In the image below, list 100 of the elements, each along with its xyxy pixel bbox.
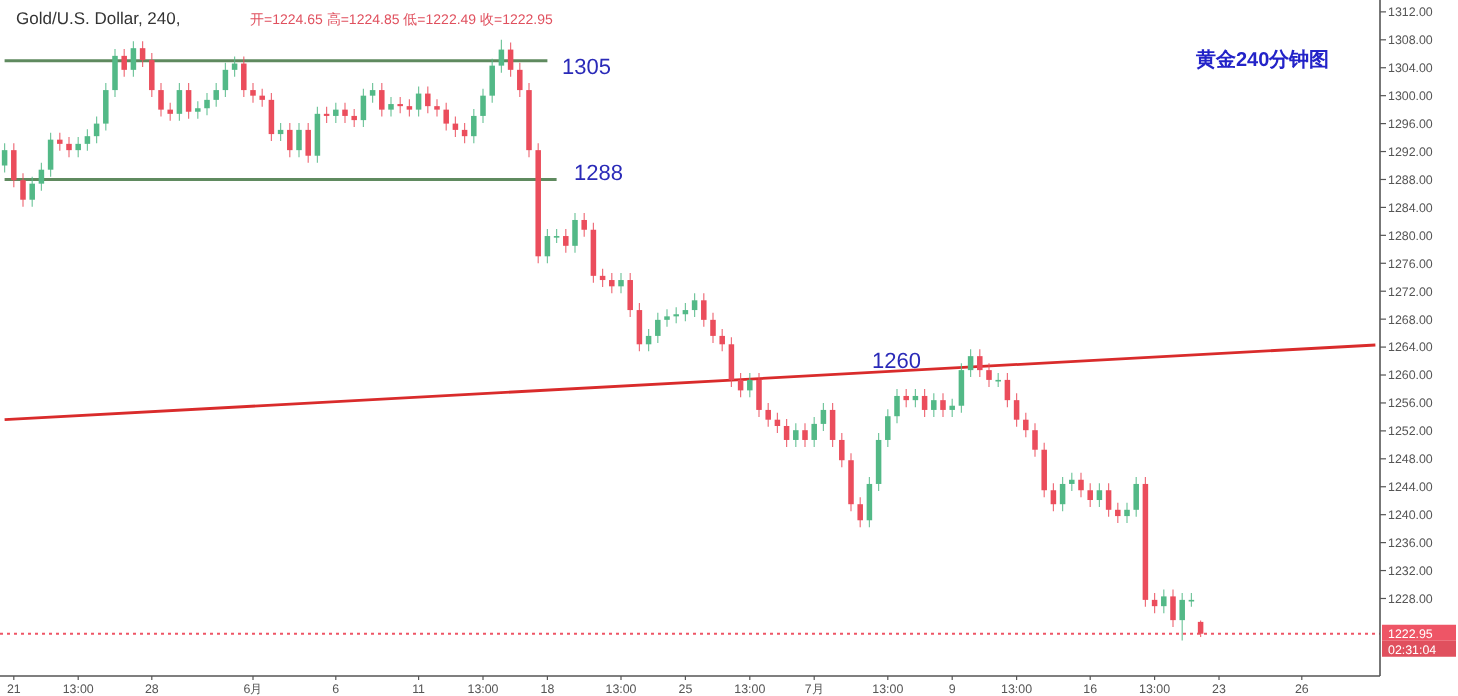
candlestick xyxy=(379,82,385,118)
candlestick xyxy=(1096,482,1103,508)
candlestick xyxy=(1133,476,1139,518)
candlestick xyxy=(618,272,624,294)
candlestick xyxy=(958,362,965,414)
candlestick xyxy=(1013,392,1020,428)
candlestick xyxy=(636,302,643,352)
candlestick xyxy=(866,476,873,528)
candlestick xyxy=(949,398,955,418)
annotation: 1305 xyxy=(562,56,611,80)
candlestick xyxy=(213,82,219,108)
candlestick xyxy=(986,362,992,388)
candlestick xyxy=(139,40,146,68)
candlestick xyxy=(710,312,716,344)
candlestick xyxy=(388,96,394,118)
candlestick xyxy=(66,136,72,158)
candlestick xyxy=(719,328,725,352)
candlestick xyxy=(259,88,265,108)
candlestick xyxy=(176,82,183,122)
candlestick xyxy=(747,372,753,398)
candlestick xyxy=(931,392,937,418)
candlestick xyxy=(1,142,8,174)
candlestick xyxy=(20,172,26,208)
candlestick xyxy=(103,82,109,132)
candlestick xyxy=(977,348,983,378)
candlestick xyxy=(121,48,127,78)
candlestick xyxy=(783,418,790,448)
candlestick xyxy=(793,422,799,448)
candlestick xyxy=(1105,482,1112,518)
candlestick xyxy=(940,392,946,418)
candlestick xyxy=(314,106,321,164)
candlestick xyxy=(471,108,477,144)
candlestick xyxy=(489,58,495,104)
candlestick xyxy=(655,312,661,344)
candlestick xyxy=(572,212,578,254)
candlestick xyxy=(885,408,891,448)
candlestick xyxy=(848,452,854,512)
candlestick xyxy=(11,142,17,188)
candlestick xyxy=(820,402,827,432)
candlestick xyxy=(967,348,974,378)
candlestick xyxy=(158,82,164,118)
candlestick xyxy=(1078,472,1084,498)
candlestick xyxy=(415,86,422,118)
candlestick xyxy=(480,88,486,124)
candlestick xyxy=(167,102,173,122)
text: 黄金240分钟图 xyxy=(1194,48,1330,72)
candlestick xyxy=(185,82,192,120)
candlestick xyxy=(1170,588,1176,628)
candlestick xyxy=(875,432,882,492)
candlestick xyxy=(84,128,91,152)
candlestick xyxy=(1124,502,1130,524)
candlestick xyxy=(1032,422,1038,458)
candlestick xyxy=(581,212,587,238)
candlestick xyxy=(204,92,210,116)
candlestick xyxy=(351,108,357,128)
candlestick xyxy=(839,432,845,468)
candlestick xyxy=(296,122,302,158)
annotation: 1288 xyxy=(574,162,623,186)
candlestick xyxy=(728,336,735,388)
candlestick xyxy=(1179,592,1185,641)
candlestick xyxy=(1161,588,1167,614)
candlestick xyxy=(829,402,836,448)
candlestick xyxy=(434,98,440,118)
candlestick xyxy=(130,40,137,78)
candlestick xyxy=(149,52,155,98)
candlestick xyxy=(857,496,863,528)
candlestick xyxy=(112,48,118,98)
candlestick xyxy=(333,102,339,124)
candlestick xyxy=(701,292,707,328)
candlestick xyxy=(241,55,247,98)
candlestick xyxy=(443,102,449,132)
candlestick xyxy=(1069,472,1075,492)
candlestick xyxy=(75,136,81,158)
candlestick xyxy=(38,162,45,192)
candlestick xyxy=(57,132,63,152)
text: Gold/U.S. Dollar, 240, xyxy=(16,8,181,28)
candlestick xyxy=(517,62,523,98)
candlestick xyxy=(563,228,569,254)
candlestick xyxy=(1023,412,1029,438)
candlestick xyxy=(369,82,376,104)
candlestick xyxy=(1041,442,1047,498)
candlestick xyxy=(921,388,928,418)
candlestick xyxy=(287,122,293,158)
annotation: 1260 xyxy=(872,350,921,374)
candlestick xyxy=(811,416,817,448)
candlestick xyxy=(894,388,900,424)
candlestick xyxy=(342,102,348,124)
candlestick xyxy=(756,372,762,418)
candlestick xyxy=(609,272,615,294)
candlestick xyxy=(627,272,633,318)
candlestick xyxy=(1115,502,1121,524)
candlestick xyxy=(1050,482,1057,512)
candlestick xyxy=(765,402,771,428)
candlestick xyxy=(305,122,311,164)
candlestick xyxy=(268,92,275,142)
candlestick xyxy=(590,222,597,284)
candlestick xyxy=(425,86,431,114)
candlestick xyxy=(29,176,35,208)
candlestick xyxy=(664,308,670,328)
candlestick xyxy=(802,422,808,448)
